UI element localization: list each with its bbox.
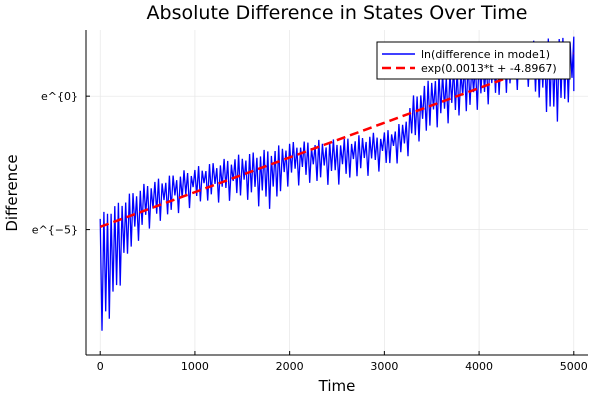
x-tick-label: 5000 — [560, 360, 588, 373]
series-exp-fit — [99, 52, 575, 229]
legend-label-0: ln(difference in mode1) — [421, 48, 550, 61]
chart-title: Absolute Difference in States Over Time — [147, 2, 528, 24]
legend-label-1: exp(0.0013*t + -4.8967) — [421, 62, 557, 75]
x-tick-label: 4000 — [465, 360, 493, 373]
x-axis-label: Time — [318, 377, 356, 395]
x-tick-label: 1000 — [181, 360, 209, 373]
x-tick-label: 3000 — [370, 360, 398, 373]
x-tick-label: 2000 — [276, 360, 304, 373]
y-tick-label: e^{0} — [41, 90, 78, 103]
x-tick-label: 0 — [97, 360, 104, 373]
y-tick-label: e^{−5} — [32, 224, 78, 237]
y-axis-label: Difference — [3, 154, 21, 231]
legend: ln(difference in mode1) exp(0.0013*t + -… — [376, 41, 571, 80]
